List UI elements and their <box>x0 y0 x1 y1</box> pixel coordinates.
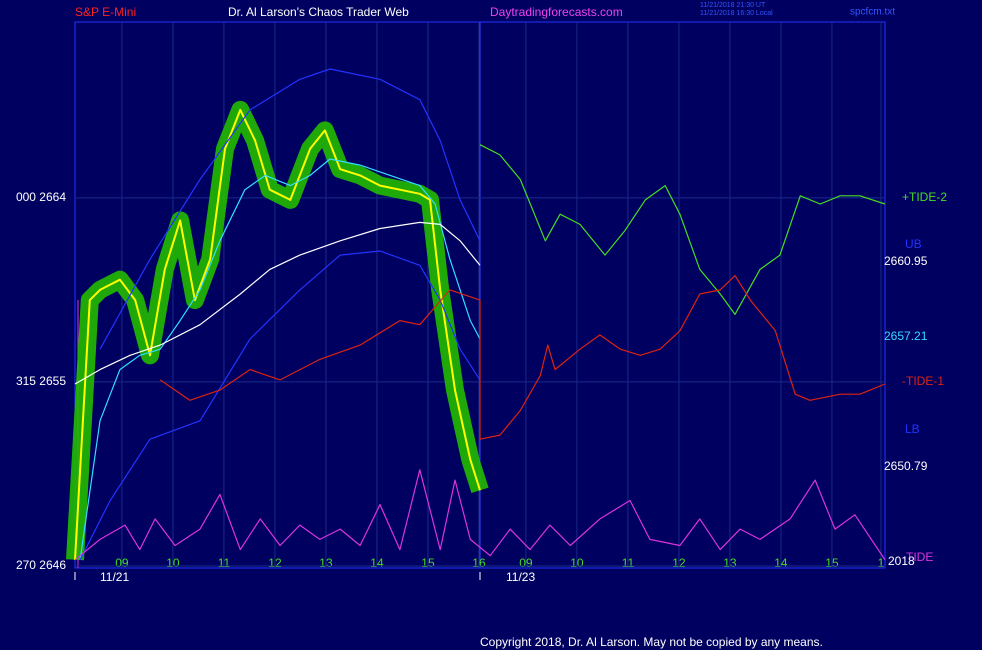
series-line <box>74 221 481 385</box>
x-tick-label: 10 <box>166 556 180 570</box>
series-label: -TIDE <box>902 550 933 564</box>
x-tick-label: 09 <box>519 556 533 570</box>
annotation: 2018 <box>888 554 915 568</box>
x-tick-label: 12 <box>268 556 282 570</box>
x-tick-label: 15 <box>421 556 435 570</box>
series-label: LB <box>905 422 920 436</box>
x-tick-label: 12 <box>672 556 686 570</box>
x-tick-label: 09 <box>115 556 129 570</box>
series-line <box>479 144 886 315</box>
x-tick-label: 15 <box>825 556 839 570</box>
symbol-title: S&P E-Mini <box>75 5 136 19</box>
price-halo <box>66 100 489 561</box>
series-label: UB <box>905 237 922 251</box>
x-tick-label: 11 <box>218 556 231 570</box>
chart-title: Dr. Al Larson's Chaos Trader Web <box>228 5 409 19</box>
y-tick-label: 315 2655 <box>16 374 66 388</box>
series-line <box>159 275 886 440</box>
timestamp: 11/21/2018 21:30 UT <box>700 2 766 9</box>
x-tick-label: 10 <box>570 556 584 570</box>
series-line <box>79 158 481 560</box>
site-name: Daytradingforecasts.com <box>490 5 623 19</box>
series-label: +TIDE-2 <box>902 190 947 204</box>
date-label: 11/21 <box>100 570 129 584</box>
copyright: Copyright 2018, Dr. Al Larson. May not b… <box>480 635 823 649</box>
annotation: 2660.95 <box>884 254 928 268</box>
x-tick-label: 14 <box>370 556 384 570</box>
series-line <box>99 68 481 350</box>
series-line <box>79 250 481 561</box>
date-label: 11/23 <box>506 570 535 584</box>
x-tick-label: 14 <box>774 556 788 570</box>
annotation: 2650.79 <box>884 459 928 473</box>
x-tick-label: 13 <box>723 556 737 570</box>
x-tick-label: 16 <box>472 556 486 570</box>
x-tick-label: 13 <box>319 556 333 570</box>
file-name: spcfcm.txt <box>850 7 895 18</box>
series-line <box>74 469 886 561</box>
annotation: 2657.21 <box>884 329 928 343</box>
timestamp: 11/21/2018 16:30 Local <box>700 10 773 17</box>
x-tick-label: 1 <box>878 556 885 570</box>
x-tick-label: 11 <box>622 556 635 570</box>
y-tick-label: 270 2646 <box>16 558 66 572</box>
series-line <box>74 108 481 560</box>
series-label: -TIDE-1 <box>902 374 944 388</box>
y-tick-label: 000 2664 <box>16 190 66 204</box>
